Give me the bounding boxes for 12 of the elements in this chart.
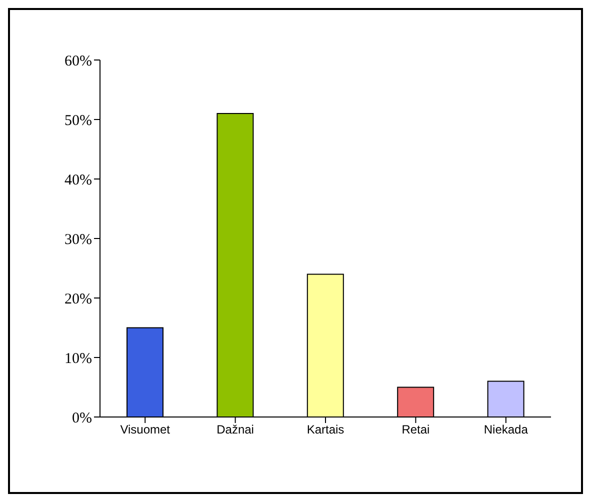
- y-tick-label: 40%: [64, 172, 92, 188]
- y-tick-label: 50%: [64, 112, 92, 129]
- x-tick-label: Dažnai: [216, 422, 254, 437]
- y-tick-label: 0%: [72, 410, 92, 426]
- y-tick-label: 20%: [64, 291, 92, 308]
- x-tick-label: Retai: [402, 422, 430, 437]
- y-tick-label: 10%: [64, 350, 92, 367]
- y-tick-label: 60%: [64, 53, 92, 70]
- x-tick-label: Visuomet: [120, 422, 171, 437]
- x-tick-label: Niekada: [484, 422, 528, 437]
- x-tick-label: Kartais: [306, 422, 344, 437]
- y-tick-label: 30%: [64, 232, 92, 248]
